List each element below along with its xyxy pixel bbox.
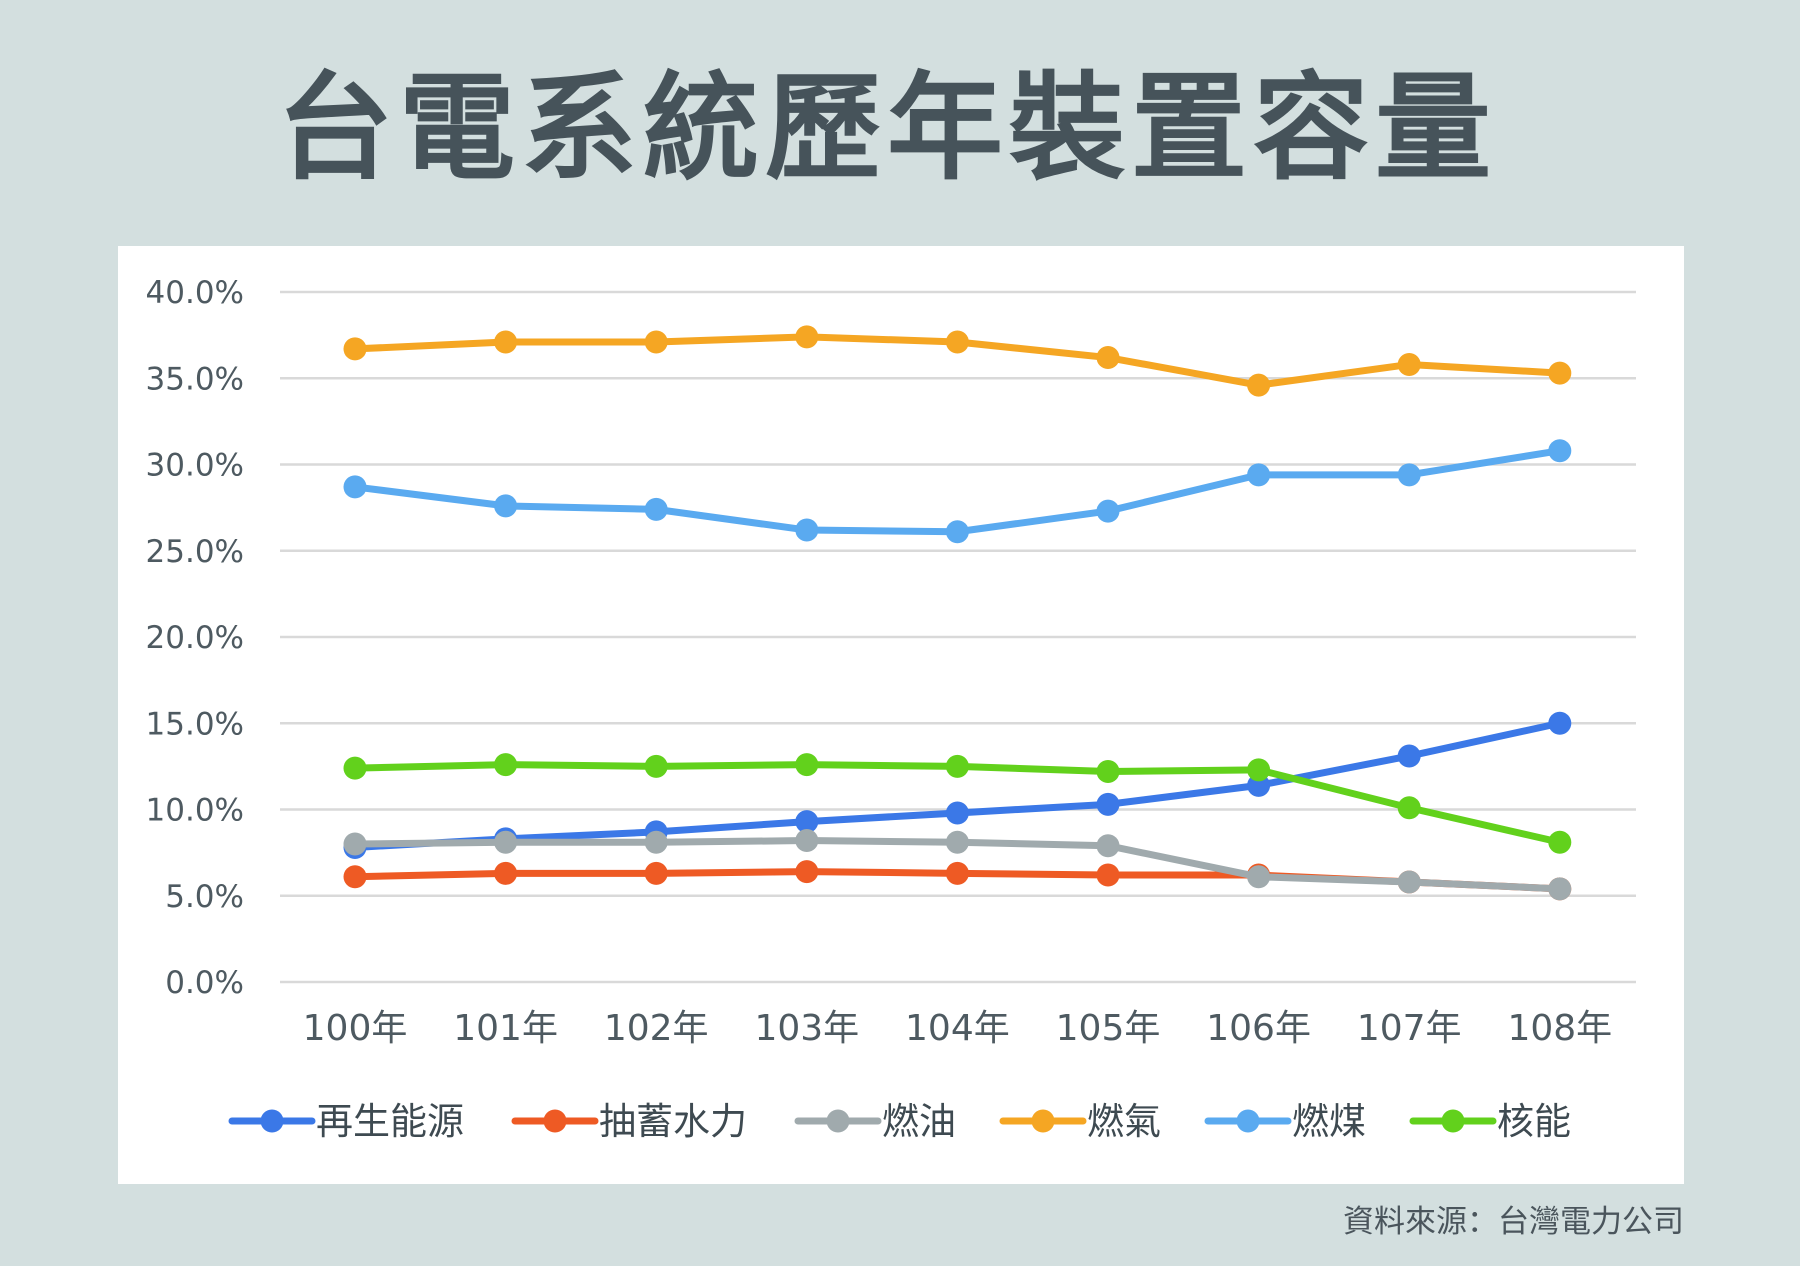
data-point [1247, 463, 1271, 487]
data-point [343, 337, 367, 361]
data-point [644, 861, 668, 885]
x-axis-ticks: 100年 101年 102年 103年 104年 105年 106年 107年 108年 [303, 1008, 1613, 1049]
data-point [343, 865, 367, 889]
data-point [1096, 834, 1120, 858]
data-point [343, 832, 367, 856]
data-point [1247, 758, 1271, 782]
data-point [1397, 870, 1421, 894]
data-point [945, 754, 969, 778]
data-point [1548, 877, 1572, 901]
data-point [644, 830, 668, 854]
data-point [494, 753, 518, 777]
chart-panel: 0.0% 5.0% 10.0% 15.0% 20.0% 25.0% 30.0% 35.0% 40… [118, 246, 1684, 1184]
data-point [795, 518, 819, 542]
data-point [494, 330, 518, 354]
data-point [795, 753, 819, 777]
legend-label: 燃氣 [1087, 1100, 1161, 1143]
legend-item: 再生能源 [228, 1100, 464, 1143]
data-point [795, 829, 819, 853]
series-3 [343, 829, 1572, 901]
x-tick-label: 104年 [905, 1008, 1010, 1049]
series-line [351, 447, 1564, 536]
data-point [1397, 352, 1421, 376]
x-tick-label: 101年 [453, 1008, 558, 1049]
y-tick-label: 35.0% [146, 361, 244, 397]
data-point [1096, 499, 1120, 523]
data-point [494, 830, 518, 854]
data-point [945, 520, 969, 544]
chart-title: 台電系統歷年裝置容量 [277, 61, 1497, 196]
y-tick-label: 20.0% [146, 620, 244, 656]
data-point [1247, 865, 1271, 889]
legend-label: 抽蓄水力 [599, 1100, 747, 1143]
legend-swatch-marker [260, 1109, 284, 1133]
line-chart: 0.0% 5.0% 10.0% 15.0% 20.0% 25.0% 30.0% 35.0% 40… [146, 275, 1636, 1143]
data-point [1397, 463, 1421, 487]
legend-swatch-marker [1236, 1109, 1260, 1133]
legend-swatch-marker [1031, 1109, 1055, 1133]
legend-item: 核能 [1409, 1100, 1571, 1143]
x-tick-label: 103年 [754, 1008, 859, 1049]
data-point [494, 861, 518, 885]
data-point [1548, 361, 1572, 385]
data-point [1548, 830, 1572, 854]
series-6 [343, 753, 1572, 854]
data-point [644, 754, 668, 778]
y-tick-label: 10.0% [146, 793, 244, 829]
data-point [795, 325, 819, 349]
x-tick-label: 105年 [1056, 1008, 1161, 1049]
x-tick-label: 107年 [1357, 1008, 1462, 1049]
data-point [1397, 744, 1421, 768]
series-5 [343, 439, 1572, 544]
series-lines [343, 325, 1572, 901]
data-point [945, 801, 969, 825]
data-point [1096, 760, 1120, 784]
data-point [1548, 711, 1572, 735]
legend-label: 核能 [1497, 1100, 1571, 1143]
data-point [1096, 792, 1120, 816]
x-tick-label: 102年 [604, 1008, 709, 1049]
y-tick-label: 5.0% [165, 879, 244, 915]
series-4 [343, 325, 1572, 397]
y-tick-label: 25.0% [146, 534, 244, 570]
legend-label: 燃油 [882, 1100, 956, 1143]
data-point [1397, 796, 1421, 820]
legend-swatch-marker [1441, 1109, 1465, 1133]
data-point [1548, 439, 1572, 463]
legend-swatch-marker [826, 1109, 850, 1133]
legend-item: 抽蓄水力 [511, 1100, 747, 1143]
data-point [795, 810, 819, 834]
data-point [343, 475, 367, 499]
data-point [494, 494, 518, 518]
gridlines [280, 290, 1636, 984]
data-point [945, 861, 969, 885]
x-tick-label: 106年 [1206, 1008, 1311, 1049]
legend-label: 再生能源 [316, 1100, 464, 1143]
x-tick-label: 100年 [303, 1008, 408, 1049]
data-point [1096, 863, 1120, 887]
y-tick-label: 0.0% [165, 965, 244, 1001]
legend-item: 燃油 [794, 1100, 956, 1143]
source-note: 資料來源：台灣電力公司 [1343, 1204, 1684, 1240]
legend-swatch-marker [543, 1109, 567, 1133]
data-point [644, 497, 668, 521]
legend: 再生能源 抽蓄水力 燃油 燃氣 燃煤 核能 [228, 1100, 1571, 1143]
data-point [1247, 373, 1271, 397]
y-axis-ticks: 0.0% 5.0% 10.0% 15.0% 20.0% 25.0% 30.0% 35.0% 40… [146, 275, 244, 1001]
y-tick-label: 40.0% [146, 275, 244, 311]
y-tick-label: 30.0% [146, 448, 244, 484]
y-tick-label: 15.0% [146, 706, 244, 742]
legend-item: 燃煤 [1204, 1100, 1366, 1143]
data-point [644, 330, 668, 354]
data-point [945, 830, 969, 854]
legend-item: 燃氣 [999, 1100, 1161, 1143]
x-tick-label: 108年 [1507, 1008, 1612, 1049]
data-point [343, 756, 367, 780]
data-point [945, 330, 969, 354]
data-point [795, 860, 819, 884]
series-line [351, 719, 1564, 851]
data-point [1096, 346, 1120, 370]
legend-label: 燃煤 [1292, 1100, 1366, 1143]
